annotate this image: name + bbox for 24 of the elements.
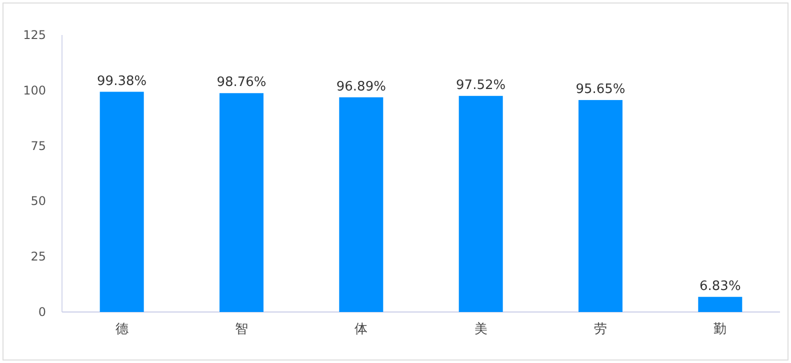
data-label: 97.52% (456, 78, 506, 93)
bar (100, 92, 144, 312)
data-label: 6.83% (700, 278, 741, 294)
x-tick-label: 德 (115, 322, 128, 337)
x-tick-label: 体 (354, 322, 368, 337)
y-tick-label: 75 (30, 138, 46, 153)
data-label: 95.65% (576, 82, 626, 98)
x-tick-label: 劳 (594, 322, 607, 337)
data-label: 99.38% (97, 74, 147, 89)
bar (220, 93, 264, 312)
y-tick-label: 125 (23, 28, 46, 42)
bar (458, 96, 503, 312)
y-tick-label: 25 (30, 250, 46, 264)
y-tick-label: 0 (38, 305, 46, 319)
data-label: 96.89% (336, 79, 386, 94)
x-tick-label: 美 (474, 321, 488, 337)
y-tick-label: 50 (30, 194, 46, 208)
x-tick-label: 智 (235, 322, 248, 337)
bar (339, 97, 384, 312)
bar (578, 100, 622, 312)
y-tick-label: 100 (23, 83, 46, 98)
bar (698, 296, 742, 312)
data-label: 98.76% (216, 75, 266, 90)
x-tick-label: 勤 (714, 322, 727, 337)
